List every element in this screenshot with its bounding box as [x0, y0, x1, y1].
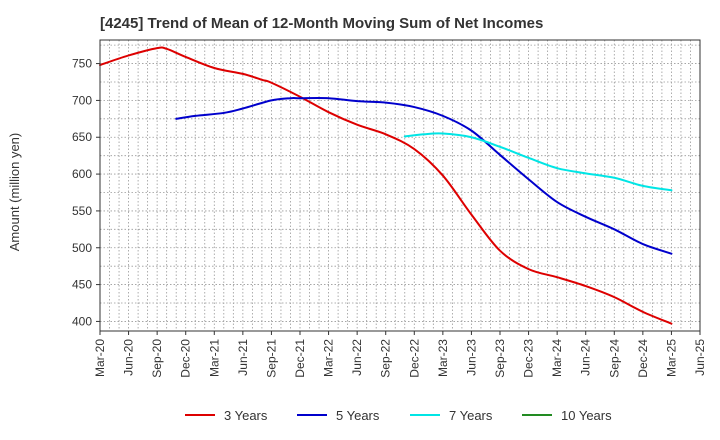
- x-tick-label: Dec-22: [407, 339, 421, 378]
- x-tick-label: Sep-23: [493, 339, 507, 378]
- x-tick-label: Mar-25: [664, 339, 678, 377]
- x-tick-label: Sep-21: [264, 339, 278, 378]
- x-tick-label: Sep-24: [607, 339, 621, 378]
- legend-label-5-years: 5 Years: [336, 408, 380, 423]
- x-tick-label: Dec-23: [522, 339, 536, 378]
- x-tick-label: Mar-22: [322, 339, 336, 377]
- y-tick-label: 600: [72, 167, 92, 181]
- y-tick-label: 750: [72, 57, 92, 71]
- grid: [99, 40, 701, 331]
- y-tick-label: 700: [72, 93, 92, 107]
- series-line-5-years: [175, 96, 673, 255]
- x-tick-label: Jun-25: [693, 339, 707, 376]
- chart-title: [4245] Trend of Mean of 12-Month Moving …: [100, 15, 544, 32]
- y-tick-label: 500: [72, 241, 92, 255]
- x-tick-label: Mar-20: [93, 339, 107, 377]
- x-tick-label: Sep-22: [379, 339, 393, 378]
- y-tick-label: 450: [72, 278, 92, 292]
- series-lines: [99, 46, 673, 325]
- y-tick-label: 650: [72, 130, 92, 144]
- x-tick-label: Dec-21: [293, 339, 307, 378]
- x-tick-label: Jun-23: [464, 339, 478, 376]
- x-tick-label: Sep-20: [150, 339, 164, 378]
- plot-area-frame: [99, 39, 701, 332]
- y-tick-labels: 400 450 500 550 600 650 700 750: [72, 57, 100, 328]
- x-tick-label: Jun-21: [236, 339, 250, 376]
- x-tick-labels: Mar-20 Jun-20 Sep-20 Dec-20 Mar-21 Jun-21 Sep-…: [93, 331, 707, 378]
- legend-label-7-years: 7 Years: [449, 408, 493, 423]
- legend-label-10-years: 10 Years: [561, 408, 612, 423]
- legend-label-3-years: 3 Years: [224, 408, 268, 423]
- series-line-7-years: [403, 132, 673, 192]
- x-tick-label: Mar-23: [436, 339, 450, 377]
- x-tick-label: Jun-24: [579, 339, 593, 376]
- x-tick-label: Jun-22: [350, 339, 364, 376]
- y-tick-label: 550: [72, 204, 92, 218]
- x-tick-label: Dec-24: [636, 339, 650, 378]
- legend: 3 Years 5 Years 7 Years 10 Years: [185, 408, 612, 423]
- y-axis-label: Amount (million yen): [7, 133, 22, 252]
- x-tick-label: Jun-20: [122, 339, 136, 376]
- x-tick-label: Mar-24: [550, 339, 564, 377]
- series-line-3-years: [99, 46, 673, 325]
- x-tick-label: Dec-20: [179, 339, 193, 378]
- x-tick-label: Mar-21: [207, 339, 221, 377]
- y-tick-label: 400: [72, 314, 92, 328]
